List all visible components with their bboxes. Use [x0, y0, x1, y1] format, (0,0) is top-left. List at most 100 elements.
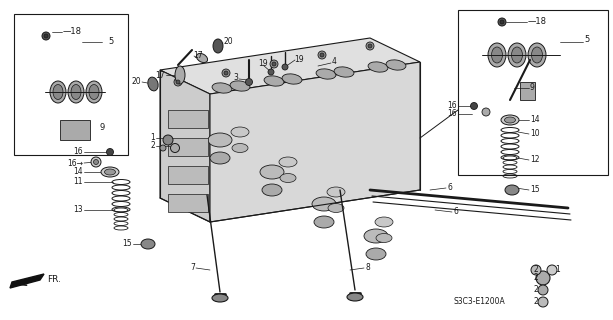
Ellipse shape — [213, 39, 223, 53]
Ellipse shape — [232, 143, 248, 153]
Text: 20: 20 — [224, 37, 234, 46]
Text: 1: 1 — [150, 133, 155, 142]
Ellipse shape — [210, 152, 230, 164]
Circle shape — [538, 297, 548, 307]
Bar — [168, 138, 208, 156]
Text: 4: 4 — [332, 58, 337, 67]
Bar — [168, 110, 208, 128]
Polygon shape — [210, 62, 420, 222]
Ellipse shape — [279, 157, 297, 167]
Circle shape — [160, 145, 166, 151]
Text: 16: 16 — [447, 109, 457, 118]
Ellipse shape — [375, 217, 393, 227]
Ellipse shape — [511, 47, 522, 63]
Ellipse shape — [508, 43, 526, 67]
Text: S3C3-E1200A: S3C3-E1200A — [454, 298, 506, 307]
Ellipse shape — [53, 84, 63, 100]
Polygon shape — [160, 38, 420, 94]
Ellipse shape — [68, 81, 84, 103]
Ellipse shape — [71, 84, 81, 100]
Text: 9: 9 — [530, 84, 535, 92]
Ellipse shape — [141, 239, 155, 249]
Text: 14: 14 — [530, 116, 539, 124]
Ellipse shape — [488, 43, 506, 67]
Ellipse shape — [86, 81, 102, 103]
Bar — [168, 166, 208, 184]
Text: 8: 8 — [365, 263, 370, 273]
Text: 14: 14 — [74, 167, 83, 177]
Ellipse shape — [89, 84, 99, 100]
Text: 2: 2 — [533, 266, 538, 275]
Text: 20: 20 — [131, 77, 141, 86]
Circle shape — [170, 143, 180, 153]
Text: —18: —18 — [528, 18, 547, 27]
Text: 12: 12 — [530, 156, 539, 164]
Text: 11: 11 — [74, 178, 83, 187]
Ellipse shape — [347, 293, 363, 301]
Text: FR.: FR. — [47, 276, 61, 284]
Ellipse shape — [504, 117, 516, 123]
Text: 6: 6 — [447, 183, 452, 193]
Ellipse shape — [208, 133, 232, 147]
Circle shape — [174, 78, 182, 86]
Bar — [520, 82, 535, 100]
Text: 15: 15 — [530, 186, 539, 195]
Circle shape — [107, 148, 113, 156]
Text: 9: 9 — [100, 124, 105, 132]
Bar — [168, 194, 208, 212]
Text: 19: 19 — [294, 54, 303, 63]
Circle shape — [270, 60, 278, 68]
Ellipse shape — [230, 81, 250, 91]
Ellipse shape — [505, 185, 519, 195]
Circle shape — [176, 80, 180, 84]
Text: 3: 3 — [233, 74, 238, 83]
Circle shape — [44, 34, 48, 38]
Circle shape — [366, 42, 374, 50]
Ellipse shape — [366, 248, 386, 260]
Ellipse shape — [212, 294, 228, 302]
Ellipse shape — [492, 47, 503, 63]
Text: 5: 5 — [108, 37, 113, 46]
Text: 7: 7 — [190, 263, 195, 273]
Text: 2: 2 — [533, 285, 538, 294]
Circle shape — [224, 71, 228, 75]
Ellipse shape — [376, 234, 392, 243]
Ellipse shape — [282, 74, 302, 84]
Circle shape — [531, 265, 541, 275]
Circle shape — [94, 159, 99, 164]
Text: 10: 10 — [530, 130, 539, 139]
Ellipse shape — [50, 81, 66, 103]
Ellipse shape — [231, 127, 249, 137]
Ellipse shape — [368, 62, 388, 72]
Text: 6: 6 — [453, 207, 458, 217]
Bar — [458, 10, 608, 175]
Ellipse shape — [531, 47, 543, 63]
Text: 15: 15 — [123, 239, 132, 249]
Ellipse shape — [175, 66, 185, 84]
Ellipse shape — [264, 76, 284, 86]
Text: 2: 2 — [150, 141, 155, 150]
Text: 16: 16 — [74, 148, 83, 156]
Circle shape — [245, 78, 253, 85]
Ellipse shape — [386, 60, 406, 70]
Text: 2: 2 — [533, 274, 538, 283]
Ellipse shape — [212, 83, 232, 93]
Text: 17: 17 — [155, 70, 165, 79]
Circle shape — [498, 18, 506, 26]
Circle shape — [282, 64, 288, 70]
Circle shape — [318, 51, 326, 59]
Ellipse shape — [364, 229, 388, 243]
Circle shape — [547, 265, 557, 275]
Circle shape — [42, 32, 50, 40]
Ellipse shape — [196, 53, 208, 63]
Ellipse shape — [101, 167, 119, 177]
Bar — [60, 120, 90, 140]
Circle shape — [500, 20, 504, 24]
Ellipse shape — [260, 165, 284, 179]
Circle shape — [368, 44, 372, 48]
Circle shape — [536, 271, 550, 285]
Text: 13: 13 — [74, 205, 83, 214]
Polygon shape — [10, 274, 44, 288]
Text: 16: 16 — [447, 101, 457, 110]
Ellipse shape — [104, 169, 115, 175]
